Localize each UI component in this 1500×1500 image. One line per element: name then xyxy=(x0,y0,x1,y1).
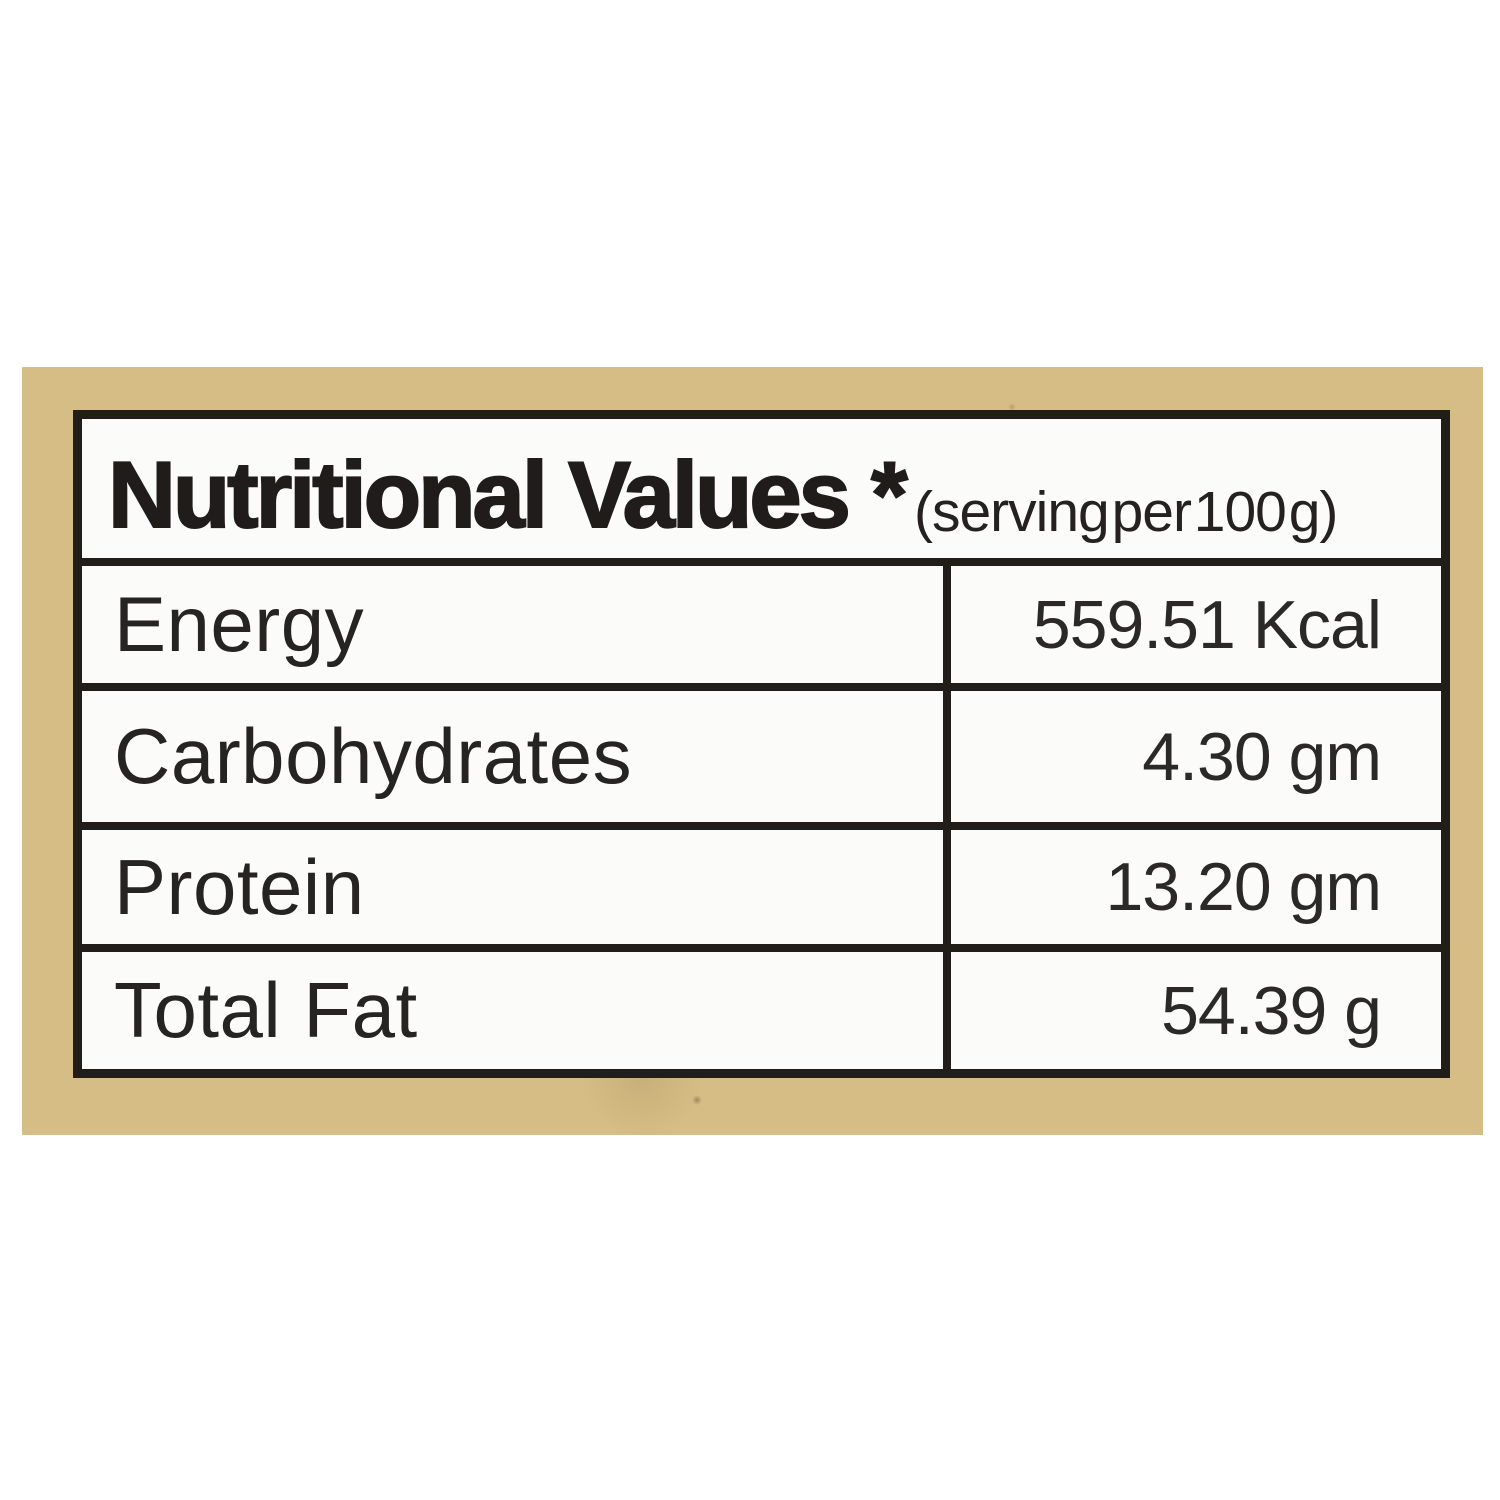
kraft-paper-frame: Nutritional Values * (serving per 100 g)… xyxy=(22,367,1483,1135)
nutrient-amount: 13.20 gm xyxy=(943,830,1441,944)
table-row-protein: Protein 13.20 gm xyxy=(82,830,1441,952)
table-title: Nutritional Values * xyxy=(107,441,909,548)
nutrient-name: Energy xyxy=(114,580,365,668)
table-row-total-fat: Total Fat 54.39 g xyxy=(82,952,1441,1069)
nutrient-amount: 4.30 gm xyxy=(943,691,1441,822)
nutrition-table: Nutritional Values * (serving per 100 g)… xyxy=(73,410,1450,1078)
nutrient-amount: 54.39 g xyxy=(943,952,1441,1069)
serving-size-note: (serving per 100 g) xyxy=(914,480,1338,544)
nutrient-name: Carbohydrates xyxy=(114,712,633,800)
table-row-energy: Energy 559.51 Kcal xyxy=(82,566,1441,691)
table-header-row: Nutritional Values * (serving per 100 g) xyxy=(82,419,1441,566)
nutrient-name: Protein xyxy=(114,842,365,931)
nutrient-amount: 559.51 Kcal xyxy=(943,566,1441,683)
nutrient-name: Total Fat xyxy=(114,966,418,1054)
table-row-carbohydrates: Carbohydrates 4.30 gm xyxy=(82,691,1441,830)
